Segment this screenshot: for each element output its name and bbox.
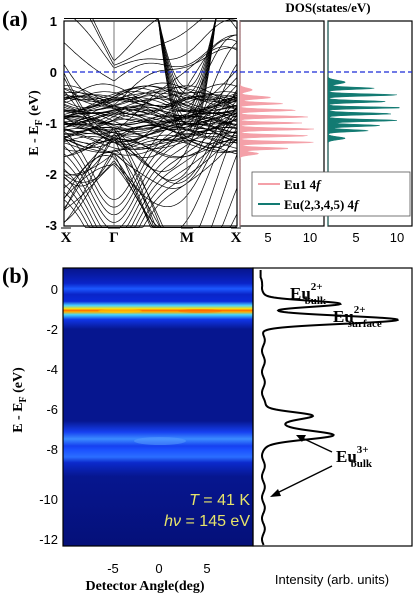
arpes-ytick: -6 bbox=[46, 402, 58, 417]
temperature-label: T = 41 K bbox=[189, 492, 250, 509]
eu-surface-2plus-label: Eu2+ surface bbox=[333, 304, 382, 330]
arpes-xaxis: -5 0 5 Detector Angle(deg) bbox=[85, 561, 210, 594]
band-ytick: -3 bbox=[45, 218, 57, 233]
dos2-xtick: 10 bbox=[390, 230, 404, 245]
arpes-xtick: 0 bbox=[155, 561, 162, 576]
arpes-ylabel: E - EF (eV) bbox=[11, 367, 29, 433]
arpes-ytick: -2 bbox=[46, 322, 58, 337]
kpoint-labels: X Γ M X bbox=[61, 227, 242, 246]
arpes-xtick: 5 bbox=[203, 561, 210, 576]
dos-title: DOS(states/eV) bbox=[285, 0, 370, 15]
dos2-xtick: 5 bbox=[352, 230, 359, 245]
band-ytick: -2 bbox=[45, 167, 57, 182]
dos-legend: Eu1 4f Eu(2,3,4,5) 4f bbox=[251, 171, 411, 217]
kpoint-x-right: X bbox=[231, 230, 242, 246]
arrow-to-peak-3plus-lower bbox=[274, 465, 333, 495]
svg-text:E - EF (eV): E - EF (eV) bbox=[27, 90, 45, 156]
arpes-map: T = 41 K hν = 145 eV bbox=[62, 267, 254, 547]
intensity-label: Intensity (arb. units) bbox=[275, 572, 389, 587]
dos-eu1-curve bbox=[239, 21, 314, 226]
band-ytick: 1 bbox=[50, 14, 57, 29]
arpes-ytick: -10 bbox=[39, 492, 58, 507]
kpoint-x-left: X bbox=[61, 230, 72, 246]
arpes-ytick: 0 bbox=[51, 282, 58, 297]
edc-curve bbox=[259, 270, 399, 546]
band-structure-plot bbox=[63, 18, 238, 228]
eu-bulk-2plus-label: Eu2+ bulk bbox=[290, 281, 327, 307]
arpes-ytick: -12 bbox=[39, 532, 58, 547]
arpes-ytick: -4 bbox=[46, 362, 58, 377]
edc-plot: Intensity (arb. units) Eu2+ bulk Eu2+ surf… bbox=[252, 267, 413, 587]
band-ytick: 0 bbox=[50, 65, 57, 80]
legend-eu2: Eu(2,3,4,5) 4f bbox=[284, 197, 360, 212]
arpes-xtick: -5 bbox=[107, 561, 119, 576]
kpoint-m: M bbox=[180, 230, 194, 246]
kpoint-gamma: Γ bbox=[109, 230, 119, 246]
band-lines bbox=[63, 18, 238, 228]
arpes-image bbox=[63, 268, 253, 546]
svg-text:E - EF (eV): E - EF (eV) bbox=[11, 367, 29, 433]
panel-b-label: (b) bbox=[2, 263, 29, 288]
band-ylabel: E - EF (eV) bbox=[27, 90, 45, 156]
arrow-to-peak-3plus-upper bbox=[299, 436, 333, 453]
panel-a-label: (a) bbox=[2, 6, 28, 31]
band-ytick: -1 bbox=[45, 116, 57, 131]
band-yaxis: 1 0 -1 -2 -3 E - EF (eV) bbox=[27, 14, 57, 233]
eu-bulk-3plus-label: Eu3+ bulk bbox=[336, 444, 373, 470]
dos1-xtick: 5 bbox=[264, 230, 271, 245]
arpes-xlabel: Detector Angle(deg) bbox=[85, 579, 204, 594]
arpes-yaxis: 0 -2 -4 -6 -8 -10 -12 E - EF (eV) bbox=[11, 282, 58, 547]
arpes-ytick: -8 bbox=[46, 442, 58, 457]
legend-eu1: Eu1 4f bbox=[284, 177, 322, 192]
edc-frame bbox=[252, 267, 413, 547]
dos1-xtick: 10 bbox=[303, 230, 317, 245]
dos-plot-eu2: 5 10 bbox=[327, 20, 413, 245]
dos-plot-eu1: 5 10 bbox=[239, 20, 325, 245]
photon-energy-label: hν = 145 eV bbox=[164, 513, 250, 530]
